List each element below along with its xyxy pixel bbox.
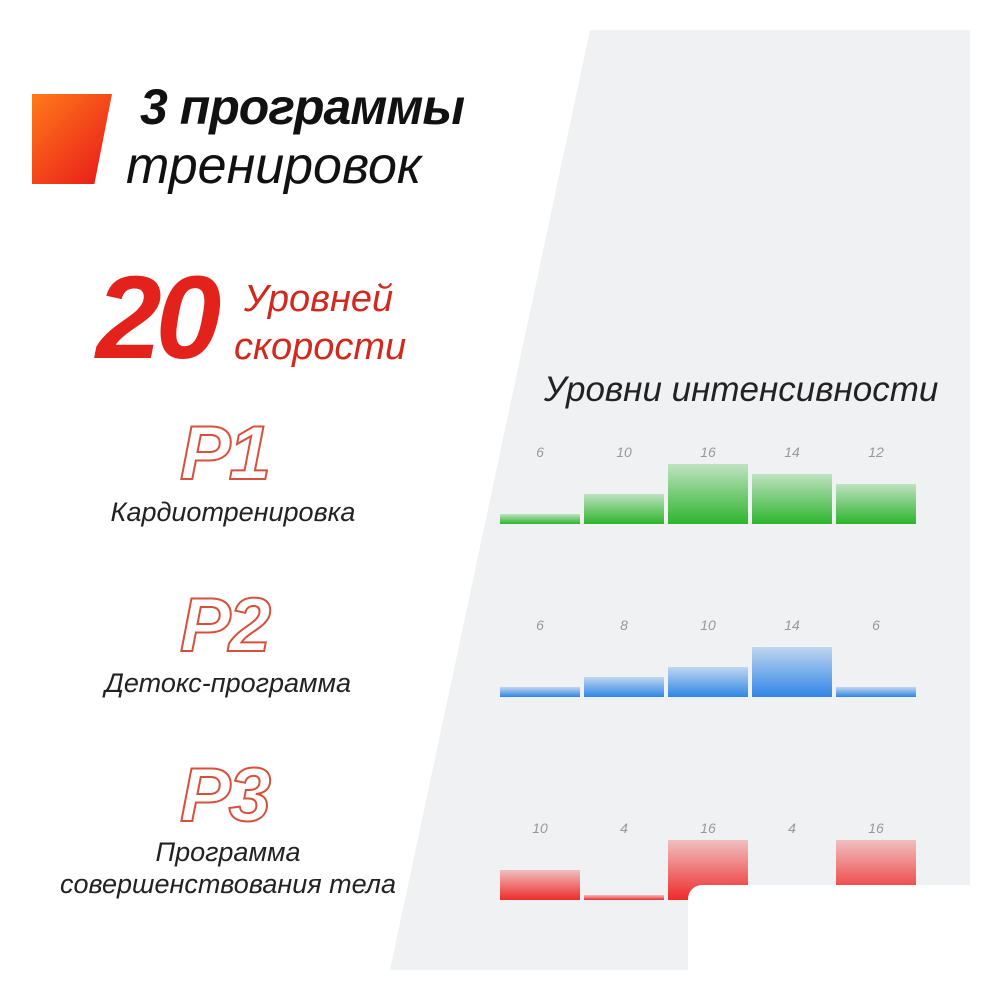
chart1-bar-1: [500, 514, 580, 524]
chart3-value-label-5: 16: [868, 820, 884, 836]
chart3-value-label-1: 10: [532, 820, 548, 836]
speed-levels-number: 20: [96, 252, 221, 384]
headline-line1: 3 программы: [140, 79, 465, 135]
speed-label-line1: Уровней: [244, 278, 394, 320]
chart2-bar-1: [500, 687, 580, 697]
chart1-bar-2: [584, 494, 664, 524]
chart-title: Уровни интенсивности: [544, 370, 939, 409]
program-p1-name: Кардиотренировка: [110, 497, 356, 527]
chart2-value-label-1: 6: [536, 617, 544, 633]
chart2-value-label-5: 6: [872, 617, 880, 633]
chart2-value-label-2: 8: [620, 617, 628, 633]
chart1-value-label-1: 6: [536, 444, 544, 460]
chart3-bar-1: [500, 870, 580, 900]
chart2-bar-5: [836, 687, 916, 697]
chart1-bar-3: [668, 464, 748, 524]
chart1-value-label-5: 12: [868, 444, 884, 460]
chart2-value-label-3: 10: [700, 617, 716, 633]
chart2-bar-4: [752, 647, 832, 697]
chart1-value-label-2: 10: [616, 444, 632, 460]
chart1-bar-5: [836, 484, 916, 524]
program-p2-code: P2: [179, 582, 272, 669]
chart1-bar-4: [752, 474, 832, 524]
program-p2-name: Детокс-программа: [104, 668, 352, 698]
program-p3-code: P3: [179, 752, 272, 839]
program-p3-name-line2: совершенствования тела: [59, 869, 396, 899]
chart2-bar-3: [668, 667, 748, 697]
chart3-value-label-2: 4: [620, 820, 628, 836]
chart3-value-label-4: 4: [788, 820, 796, 836]
chart2-bar-2: [584, 677, 664, 697]
chart3-value-label-3: 16: [700, 820, 716, 836]
chart3-bar-2: [584, 895, 664, 900]
chart2-value-label-4: 14: [784, 617, 800, 633]
program-p1-code: P1: [179, 410, 272, 497]
chart1-value-label-3: 16: [700, 444, 716, 460]
program-p3-name-line1: Программа: [155, 837, 301, 867]
headline-line2: тренировок: [126, 137, 422, 195]
speed-label-line2: скорости: [234, 326, 407, 368]
chart1-value-label-4: 14: [784, 444, 800, 460]
white-overlay-card: [688, 885, 988, 985]
